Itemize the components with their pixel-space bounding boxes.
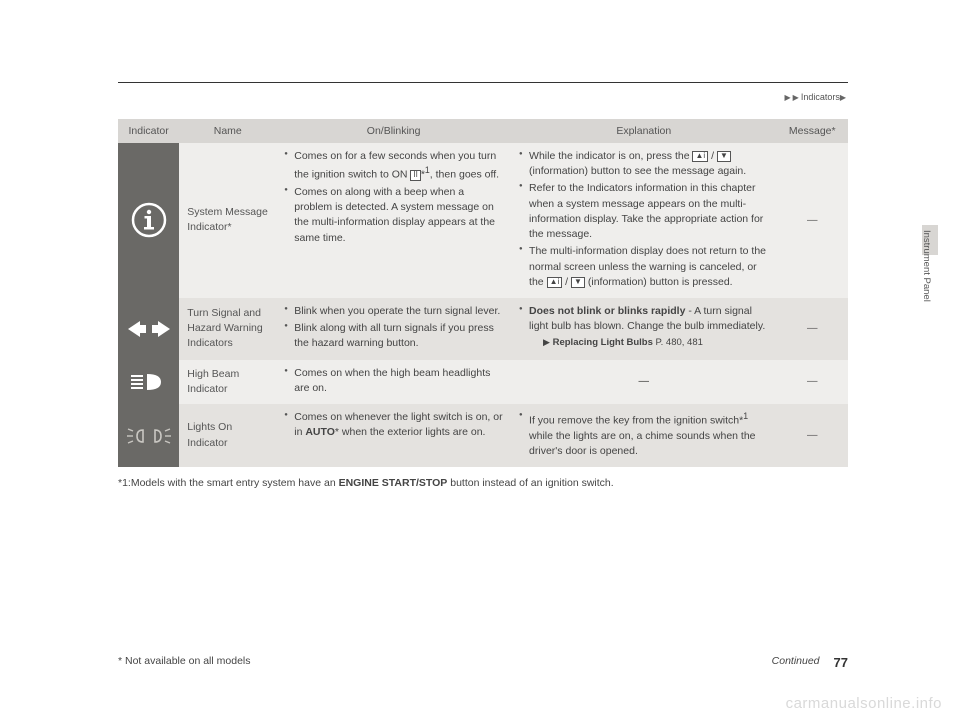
indicator-name: High Beam Indicator [179,360,276,404]
reference-arrow-icon: ▶ [543,337,550,347]
list-item: Comes on along with a beep when a proble… [284,185,503,246]
page-footer: * Not available on all models 77 Continu… [118,655,848,670]
up-info-icon: ▲i [547,277,563,288]
high-beam-icon [127,371,171,393]
explanation-cell: Does not blink or blinks rapidly - A tur… [511,298,776,360]
indicator-name: System Message Indicator* [179,143,276,298]
cross-reference: ▶ Replacing Light Bulbs P. 480, 481 [529,336,768,350]
message-cell: — [777,143,849,298]
explanation-cell: — [511,360,776,404]
breadcrumb: ▶▶Indicators▶ [785,92,849,102]
continued-label: Continued [772,655,820,667]
on-blinking-cell: Blink when you operate the turn signal l… [276,298,511,360]
page-content: ▶▶Indicators▶ Indicator Name On/Blinking… [118,82,848,489]
header-rule: ▶▶Indicators▶ [118,82,848,119]
col-onblinking: On/Blinking [276,119,511,143]
chevron-right-icon: ▶ [785,93,791,102]
lights-on-icon [125,425,173,447]
list-item: While the indicator is on, press the ▲i … [519,149,768,179]
watermark: carmanualsonline.info [786,695,942,712]
message-cell: — [777,404,849,467]
down-icon: ▼ [717,151,731,162]
table-header-row: Indicator Name On/Blinking Explanation M… [118,119,848,143]
explanation-cell: If you remove the key from the ignition … [511,404,776,467]
message-cell: — [777,298,849,360]
list-item: Refer to the Indicators information in t… [519,181,768,242]
list-item: If you remove the key from the ignition … [519,410,768,459]
on-blinking-cell: Comes on whenever the light switch is on… [276,404,511,467]
col-indicator: Indicator [118,119,179,143]
col-name: Name [179,119,276,143]
list-item: Blink along with all turn signals if you… [284,321,503,351]
turn-signal-icon [126,319,172,339]
list-item: Comes on when the high beam headlights a… [284,366,503,396]
indicator-icon-cell [118,143,179,298]
on-blinking-cell: Comes on for a few seconds when you turn… [276,143,511,298]
indicator-name: Lights On Indicator [179,404,276,467]
col-message: Message* [777,119,849,143]
chevron-right-icon: ▶ [793,93,799,102]
footnote: *1:Models with the smart entry system ha… [118,477,848,489]
message-cell: — [777,360,849,404]
info-icon [129,200,169,240]
list-item: Comes on for a few seconds when you turn… [284,149,503,183]
up-info-icon: ▲i [692,151,708,162]
down-icon: ▼ [571,277,585,288]
list-item: Comes on whenever the light switch is on… [284,410,503,440]
table-row: System Message Indicator* Comes on for a… [118,143,848,298]
col-explanation: Explanation [511,119,776,143]
indicator-icon-cell [118,404,179,467]
list-item: The multi-information display does not r… [519,244,768,290]
indicator-icon-cell [118,298,179,360]
availability-note: * Not available on all models [118,655,251,667]
explanation-cell: While the indicator is on, press the ▲i … [511,143,776,298]
indicators-table: Indicator Name On/Blinking Explanation M… [118,119,848,467]
ignition-on-icon: II [410,170,420,181]
table-row: Turn Signal and Hazard Warning Indicator… [118,298,848,360]
list-item: Blink when you operate the turn signal l… [284,304,503,319]
table-row: Lights On Indicator Comes on whenever th… [118,404,848,467]
page-number: 77 [834,655,848,670]
breadcrumb-text: Indicators [801,92,840,102]
chevron-right-icon: ▶ [840,93,846,102]
indicator-name: Turn Signal and Hazard Warning Indicator… [179,298,276,360]
list-item: Does not blink or blinks rapidly - A tur… [519,304,768,350]
side-section-label: Instrument Panel [921,230,932,302]
on-blinking-cell: Comes on when the high beam headlights a… [276,360,511,404]
indicator-icon-cell [118,360,179,404]
table-row: High Beam Indicator Comes on when the hi… [118,360,848,404]
